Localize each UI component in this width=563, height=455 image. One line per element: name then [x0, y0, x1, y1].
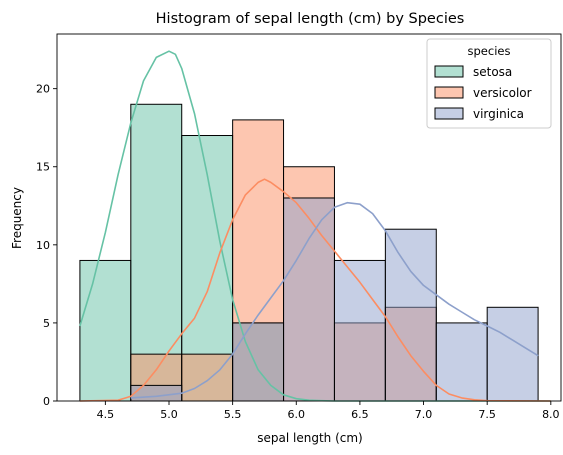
- bar-virginica-bin-1: [130, 384, 183, 402]
- x-tick-label: 4.5: [97, 408, 115, 421]
- x-tick-label: 6.0: [288, 408, 306, 421]
- bar-virginica-bin-5: [333, 259, 386, 402]
- y-tick-label: 10: [36, 239, 50, 252]
- bar-virginica-bin-7: [435, 322, 488, 402]
- bar-virginica-bin-8: [486, 306, 539, 402]
- legend-swatch-versicolor: [434, 86, 464, 99]
- legend-swatch-setosa: [434, 65, 464, 78]
- bar-virginica-bin-4: [283, 197, 335, 402]
- bar-virginica-bin-3: [232, 322, 285, 402]
- y-tick-label: 0: [43, 395, 50, 408]
- legend-title: species: [468, 44, 511, 58]
- plot-frame: [56, 33, 562, 402]
- y-tick-label: 15: [36, 161, 50, 174]
- bar-virginica-bin-6: [384, 228, 437, 402]
- bar-setosa-bin-0: [79, 259, 132, 402]
- x-tick-label: 8.0: [542, 408, 560, 421]
- kde-line-virginica: [130, 201, 539, 399]
- x-tick-label: 5.0: [160, 408, 178, 421]
- x-tick-label: 7.5: [478, 408, 496, 421]
- legend-box: [426, 38, 552, 129]
- x-axis: 4.5 5.0 5.5 6.0 6.5 7.0 7.5 8.0: [97, 401, 560, 421]
- legend-label-versicolor: versicolor: [473, 86, 532, 100]
- y-tick-label: 5: [43, 317, 50, 330]
- legend-swatch-virginica: [434, 107, 464, 120]
- x-tick-label: 7.0: [415, 408, 433, 421]
- y-axis: 0 5 10 15 20: [36, 83, 57, 408]
- x-tick-label: 6.5: [351, 408, 369, 421]
- x-tick-label: 5.5: [224, 408, 242, 421]
- x-axis-label: sepal length (cm): [257, 431, 362, 445]
- legend-label-virginica: virginica: [473, 107, 524, 121]
- kde-line-setosa: [79, 50, 551, 402]
- bar-versicolor-bin-2: [181, 353, 234, 402]
- y-axis-label: Frequency: [10, 187, 24, 249]
- legend-label-setosa: setosa: [473, 65, 512, 79]
- y-tick-label: 20: [36, 83, 50, 96]
- chart-title: Histogram of sepal length (cm) by Specie…: [156, 11, 465, 27]
- kde-line-versicolor: [79, 178, 551, 402]
- legend: species setosa versicolor virginica: [426, 38, 552, 129]
